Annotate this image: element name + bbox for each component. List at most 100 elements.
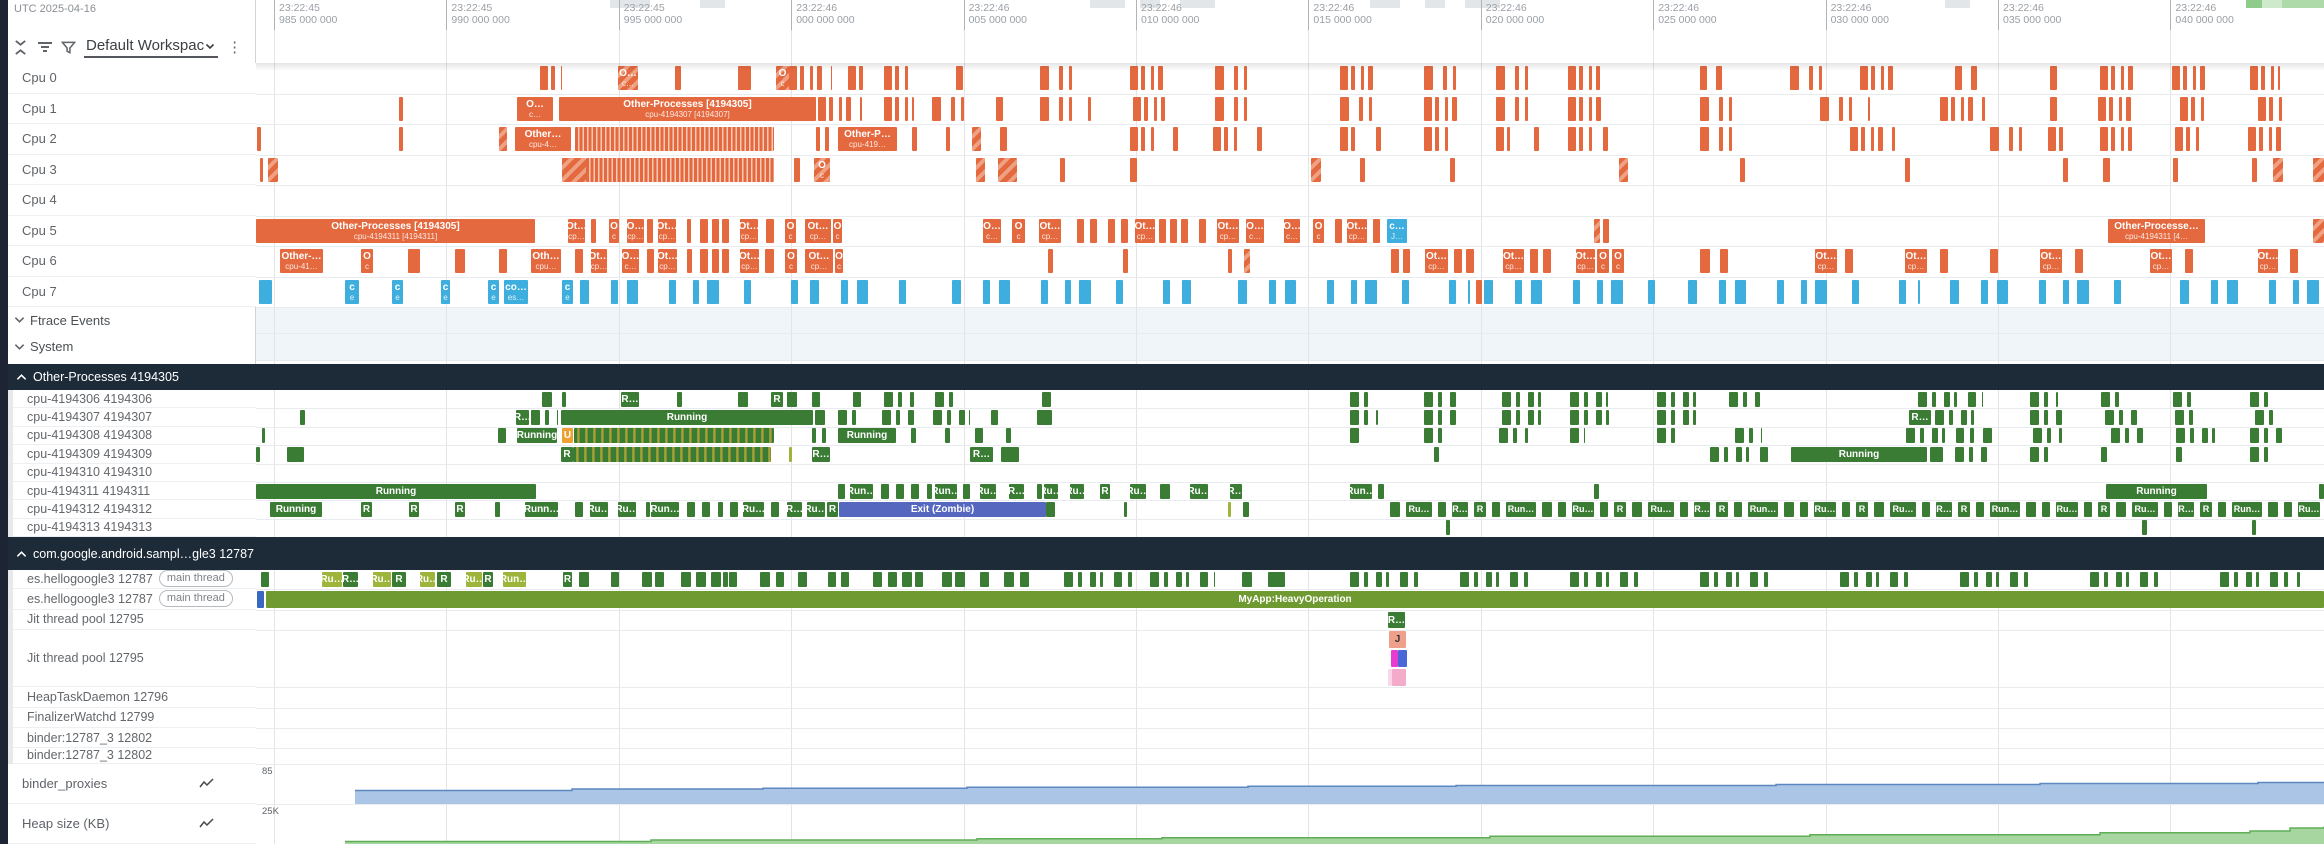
slice[interactable]: [1173, 127, 1178, 151]
slice[interactable]: [905, 96, 908, 121]
slice[interactable]: [1956, 428, 1964, 444]
track-content[interactable]: [256, 708, 2324, 729]
slice[interactable]: [1435, 96, 1439, 121]
slice-slice[interactable]: Ru…: [980, 483, 996, 499]
slice-slice[interactable]: [912, 127, 917, 151]
slice[interactable]: [1648, 279, 1655, 304]
slice[interactable]: [1042, 391, 1051, 407]
slice-slice[interactable]: [1434, 446, 1439, 462]
slice[interactable]: [908, 409, 914, 425]
chevron-down-icon[interactable]: [14, 343, 25, 351]
slice[interactable]: [2077, 279, 2089, 304]
slice-slice[interactable]: O… c…: [618, 66, 638, 90]
slice[interactable]: [1899, 279, 1906, 304]
slice-slice[interactable]: [980, 571, 989, 587]
slice[interactable]: R: [2098, 501, 2110, 517]
slice[interactable]: [2063, 279, 2069, 304]
slice-slice[interactable]: [399, 127, 403, 151]
slice[interactable]: [2246, 571, 2252, 587]
track-content[interactable]: [256, 687, 2324, 708]
slice[interactable]: [956, 66, 963, 90]
slice[interactable]: [884, 391, 893, 407]
track-content[interactable]: Other… cpu-4… Other-P… cpu-419…: [256, 124, 2324, 155]
slice[interactable]: [1064, 571, 1073, 587]
slice-slice[interactable]: Run…: [651, 501, 679, 517]
slice[interactable]: [1060, 157, 1065, 182]
slice[interactable]: [1531, 279, 1542, 304]
track-content[interactable]: R… Running R…: [256, 408, 2324, 426]
slice[interactable]: [999, 279, 1010, 304]
slice[interactable]: [932, 96, 941, 121]
slice[interactable]: [1350, 428, 1359, 444]
slice[interactable]: [2193, 66, 2196, 90]
slice[interactable]: [1361, 66, 1364, 90]
slice[interactable]: [1968, 96, 1973, 121]
slice-slice[interactable]: [942, 571, 952, 587]
slice[interactable]: [1414, 571, 1418, 587]
slice[interactable]: Run…: [1748, 501, 1778, 517]
slice[interactable]: [860, 96, 862, 121]
slice[interactable]: [1269, 279, 1276, 304]
slice[interactable]: [1755, 391, 1760, 407]
slice[interactable]: [1450, 157, 1455, 182]
slice[interactable]: [1445, 127, 1448, 151]
slice[interactable]: [2126, 571, 2129, 587]
slice[interactable]: [2173, 391, 2182, 407]
slice[interactable]: [1450, 391, 1456, 407]
slice[interactable]: [1951, 96, 1955, 121]
slice[interactable]: [557, 409, 558, 425]
track-content[interactable]: R… R: [256, 390, 2324, 408]
slice[interactable]: Ru…: [2056, 501, 2078, 517]
slice-slice[interactable]: [586, 157, 774, 182]
slice[interactable]: R…: [1936, 501, 1952, 517]
slice[interactable]: [1996, 571, 1999, 587]
slice[interactable]: [2090, 571, 2099, 587]
slice[interactable]: [1141, 66, 1145, 90]
track-content[interactable]: [256, 519, 2324, 537]
slice[interactable]: [1955, 66, 1962, 90]
slice-slice[interactable]: Ot…cp…: [1135, 218, 1155, 243]
track-content[interactable]: [256, 748, 2324, 764]
slice[interactable]: [898, 391, 902, 407]
slice[interactable]: [2201, 96, 2204, 121]
slice-slice[interactable]: R: [563, 571, 572, 587]
slice[interactable]: R: [1474, 501, 1486, 517]
slice[interactable]: [1510, 571, 1518, 587]
track-row-label[interactable]: es.hellogoogle3 12787 main thread: [8, 588, 256, 611]
track-row-label[interactable]: cpu-4194308 4194308: [8, 426, 256, 446]
slice-slice[interactable]: [1940, 249, 1948, 273]
slice-slice[interactable]: [574, 428, 774, 444]
slice-slice[interactable]: O… c…: [1284, 218, 1300, 243]
slice[interactable]: [2121, 66, 2124, 90]
slice-slice[interactable]: [730, 501, 738, 517]
slice-slice[interactable]: [2313, 218, 2324, 243]
slice[interactable]: [1954, 391, 1957, 407]
slice-slice[interactable]: [787, 391, 797, 407]
slice[interactable]: [841, 279, 848, 304]
slice[interactable]: [1719, 127, 1723, 151]
slice[interactable]: [1761, 428, 1762, 444]
slice[interactable]: [1449, 279, 1456, 304]
slice[interactable]: [2056, 391, 2058, 407]
track-row-label[interactable]: binder_proxies: [8, 763, 256, 804]
slice[interactable]: [2140, 571, 2148, 587]
slice[interactable]: [1234, 127, 1237, 151]
slice[interactable]: [1729, 96, 1732, 121]
slice-slice[interactable]: Ru…: [322, 571, 342, 587]
slice[interactable]: [2175, 127, 2183, 151]
slice[interactable]: Ru…: [2298, 501, 2320, 517]
slice[interactable]: [2293, 279, 2299, 304]
slice[interactable]: [1141, 127, 1145, 151]
slice[interactable]: [1133, 96, 1141, 121]
slice[interactable]: [1932, 391, 1936, 407]
slice[interactable]: [896, 409, 900, 425]
slice-slice[interactable]: [1446, 520, 1450, 536]
slice[interactable]: [1327, 279, 1334, 304]
slice[interactable]: [1424, 391, 1433, 407]
slice[interactable]: [2187, 391, 2191, 407]
slice-slice[interactable]: [687, 249, 692, 273]
slice-slice[interactable]: [1159, 218, 1166, 243]
slice[interactable]: [2098, 96, 2106, 121]
slice[interactable]: [1570, 571, 1579, 587]
